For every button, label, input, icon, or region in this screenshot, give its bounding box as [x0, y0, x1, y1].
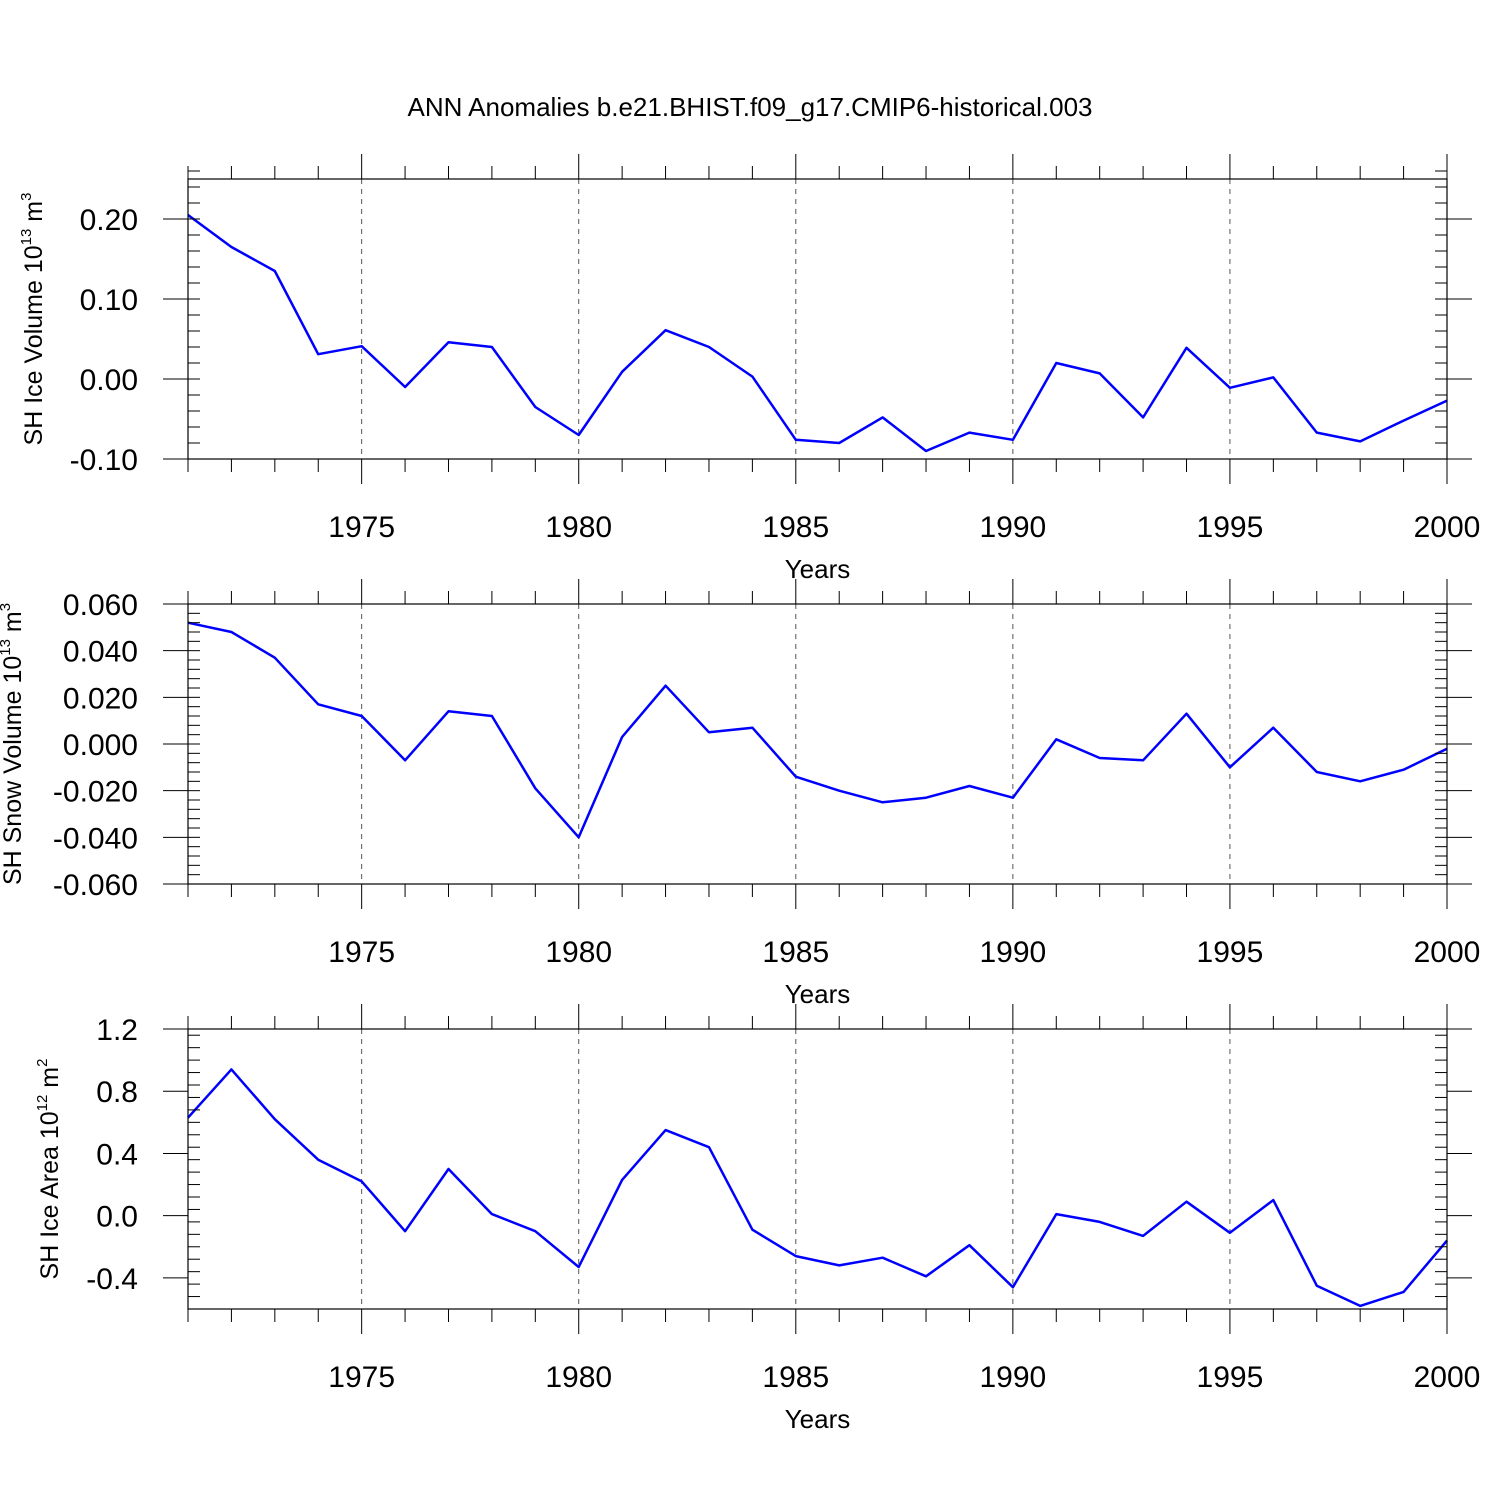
x-tick-label: 1980	[545, 511, 612, 544]
y-axis-label-text: m	[36, 1067, 64, 1095]
x-tick-label: 1990	[979, 936, 1046, 969]
chart-panel-3: -0.4 0.0 0.4 0.8 1.2 1975 1980 1985 1990 1995 2000…	[34, 1004, 1480, 1434]
y-tick-label: 0.00	[80, 364, 138, 397]
x-tick-label: 1990	[979, 1361, 1046, 1394]
plot-frame	[187, 178, 1448, 460]
y-axis-label-superscript: 12	[34, 1095, 51, 1112]
plot-frame	[187, 1028, 1448, 1310]
x-tick-label: 1985	[762, 936, 829, 969]
x-tick-label: 1985	[762, 511, 829, 544]
y-axis-label-text: SH Snow Volume 10	[0, 656, 27, 885]
y-axis-label-text: m	[20, 201, 48, 229]
y-axis-label-superscript: 3	[18, 193, 35, 201]
figure-title: ANN Anomalies b.e21.BHIST.f09_g17.CMIP6-…	[407, 92, 1092, 122]
y-tick-label: 0.4	[96, 1138, 138, 1171]
x-tick-label: 2000	[1414, 511, 1481, 544]
data-line-1	[187, 213, 1448, 453]
data-line-3	[187, 1068, 1448, 1308]
plot-frame	[187, 603, 1448, 885]
y-axis-label: SH Snow Volume 1013 m3	[0, 603, 27, 885]
x-tick-label: 1975	[328, 936, 395, 969]
y-axis-label-superscript: 13	[18, 229, 35, 246]
x-tick-label: 1980	[545, 936, 612, 969]
y-axis-label-superscript: 2	[34, 1059, 51, 1067]
x-axis-label: Years	[785, 1404, 851, 1434]
y-axis-label: SH Ice Volume 1013 m3	[18, 193, 48, 446]
chart-panel-2: -0.060 -0.040 -0.020 0.000 0.020 0.040 0.060 19…	[0, 579, 1480, 1009]
y-axis-label-text: m	[0, 611, 27, 639]
x-tick-label: 1995	[1197, 511, 1264, 544]
y-axis-label-text: SH Ice Volume 10	[20, 245, 48, 445]
y-axis-label-text: SH Ice Area 10	[36, 1111, 64, 1279]
x-tick-label: 1995	[1197, 936, 1264, 969]
x-tick-label: 1990	[979, 511, 1046, 544]
y-tick-label: 0.040	[63, 636, 138, 669]
y-tick-label: -0.020	[53, 776, 138, 809]
x-tick-label: 1975	[328, 511, 395, 544]
y-tick-label: 0.020	[63, 682, 138, 715]
x-tick-label: 1975	[328, 1361, 395, 1394]
x-tick-label: 2000	[1414, 936, 1481, 969]
y-tick-label: -0.060	[53, 869, 138, 902]
y-tick-label: 0.0	[96, 1201, 138, 1234]
y-tick-label: -0.4	[86, 1263, 138, 1296]
chart-panel-1: -0.10 0.00 0.10 0.20 1975 1980 1985 1990 1995 200…	[18, 154, 1480, 584]
data-line-2	[187, 621, 1448, 839]
y-axis-label: SH Ice Area 1012 m2	[34, 1059, 64, 1280]
x-axis-label: Years	[785, 554, 851, 584]
y-tick-label: 1.2	[96, 1014, 138, 1047]
y-tick-label: 0.060	[63, 589, 138, 622]
x-tick-label: 1985	[762, 1361, 829, 1394]
y-tick-label: 0.10	[80, 284, 138, 317]
x-tick-label: 1980	[545, 1361, 612, 1394]
y-axis-label-superscript: 13	[0, 639, 14, 656]
y-axis-label-superscript: 3	[0, 603, 14, 611]
x-axis-label: Years	[785, 979, 851, 1009]
x-tick-label: 1995	[1197, 1361, 1264, 1394]
y-tick-label: 0.20	[80, 204, 138, 237]
y-tick-label: 0.8	[96, 1076, 138, 1109]
y-tick-label: -0.040	[53, 822, 138, 855]
y-tick-label: 0.000	[63, 729, 138, 762]
y-tick-label: -0.10	[70, 444, 138, 477]
x-tick-label: 2000	[1414, 1361, 1481, 1394]
